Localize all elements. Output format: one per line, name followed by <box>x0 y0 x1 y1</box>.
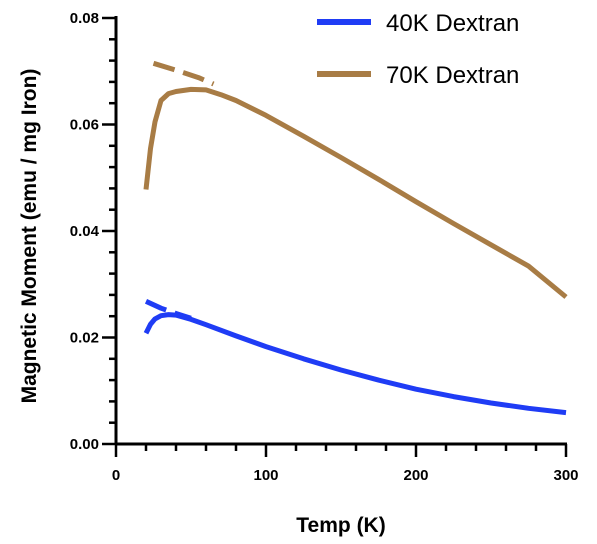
legend-label-70k-dextran: 70K Dextran <box>386 62 519 89</box>
series-70k-dextran-line <box>143 86 568 299</box>
y-axis-title: Magnetic Moment (emu / mg Iron) <box>18 69 41 404</box>
y-tick-label: 0.04 <box>70 223 100 240</box>
x-tick-label: 200 <box>403 467 428 484</box>
y-tick-label: 0.08 <box>70 10 99 27</box>
x-axis-title: Temp (K) <box>296 514 385 537</box>
y-tick-label: 0.06 <box>70 117 99 134</box>
plot-area <box>143 60 568 416</box>
y-tick-label: 0.00 <box>70 436 99 453</box>
x-tick-label: 300 <box>553 467 578 484</box>
x-tick-label: 100 <box>253 467 278 484</box>
y-tick-label: 0.02 <box>70 330 99 347</box>
series-40k-dextran-line <box>143 312 567 416</box>
legend: 40K Dextran 70K Dextran <box>317 10 519 89</box>
ticks: 0.00 0.02 0.04 0.06 0.08 0 100 200 300 <box>70 10 579 484</box>
series-70k-dextran-dashed-line <box>152 60 215 87</box>
x-tick-label: 0 <box>112 467 120 484</box>
legend-label-40k-dextran: 40K Dextran <box>386 10 519 37</box>
